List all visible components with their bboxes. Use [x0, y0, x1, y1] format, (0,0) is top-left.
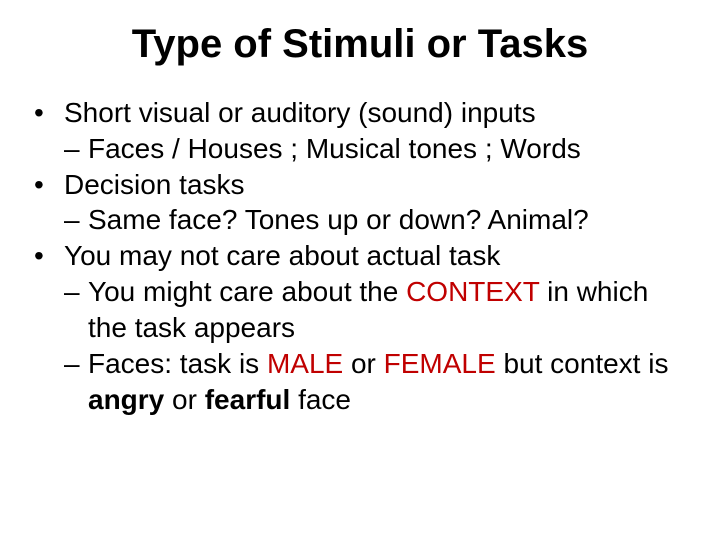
- dash-char: –: [64, 274, 88, 346]
- dash-char: –: [64, 202, 88, 238]
- bold-word: angry: [88, 384, 164, 415]
- bullet-item: • Short visual or auditory (sound) input…: [30, 95, 690, 131]
- slide: { "colors": { "text": "#000000", "highli…: [0, 0, 720, 540]
- bullet-text: Short visual or auditory (sound) inputs: [64, 95, 690, 131]
- bullet-item: • Decision tasks: [30, 167, 690, 203]
- highlight-word: CONTEXT: [406, 276, 539, 307]
- sub-text: Faces / Houses ; Musical tones ; Words: [88, 131, 690, 167]
- bullet-char: •: [30, 95, 64, 131]
- sub-item: – Faces / Houses ; Musical tones ; Words: [64, 131, 690, 167]
- bullet-char: •: [30, 167, 64, 203]
- bullet-text: You may not care about actual task: [64, 238, 690, 274]
- bullet-char: •: [30, 238, 64, 274]
- highlight-word: MALE: [267, 348, 343, 379]
- sub-text: Faces: task is MALE or FEMALE but contex…: [88, 346, 690, 418]
- sub-item: – You might care about the CONTEXT in wh…: [64, 274, 690, 346]
- slide-body: • Short visual or auditory (sound) input…: [30, 95, 690, 417]
- sub-text: You might care about the CONTEXT in whic…: [88, 274, 690, 346]
- slide-title: Type of Stimuli or Tasks: [30, 22, 690, 67]
- sub-text: Same face? Tones up or down? Animal?: [88, 202, 690, 238]
- highlight-word: FEMALE: [384, 348, 496, 379]
- bullet-item: • You may not care about actual task: [30, 238, 690, 274]
- sub-item: – Same face? Tones up or down? Animal?: [64, 202, 690, 238]
- dash-char: –: [64, 346, 88, 418]
- bullet-text: Decision tasks: [64, 167, 690, 203]
- dash-char: –: [64, 131, 88, 167]
- bold-word: fearful: [205, 384, 291, 415]
- sub-item: – Faces: task is MALE or FEMALE but cont…: [64, 346, 690, 418]
